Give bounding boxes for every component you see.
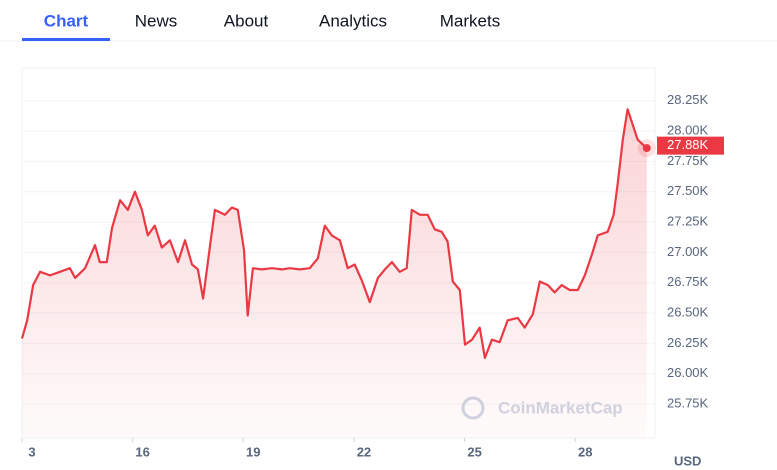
x-tick-label: 16 [135, 444, 149, 459]
x-tick-label: 25 [467, 444, 481, 459]
y-tick-label: 25.75K [667, 395, 709, 410]
x-tick-label: 19 [246, 444, 260, 459]
y-tick-label: 26.75K [667, 274, 709, 289]
tab[interactable]: Chart [44, 11, 89, 30]
price-tag [657, 136, 724, 155]
y-tick-label: 27.75K [667, 153, 709, 168]
x-tick-label: 22 [357, 444, 371, 459]
y-tick-label: 28.25K [667, 92, 709, 107]
tab[interactable]: Markets [440, 11, 500, 30]
y-tick-label: 27.00K [667, 244, 709, 259]
price-area [22, 109, 647, 438]
last-point [642, 144, 651, 153]
currency-label: USD [674, 453, 701, 468]
y-tick-label: 26.50K [667, 304, 709, 319]
tab[interactable]: News [135, 11, 178, 30]
y-tick-label: 26.00K [667, 365, 709, 380]
y-tick-label: 28.00K [667, 123, 709, 138]
price-line [20, 108, 648, 359]
y-tick-label: 27.50K [667, 183, 709, 198]
active-tab-underline [22, 38, 110, 41]
x-tick-label: 28 [578, 444, 592, 459]
tab[interactable]: About [224, 11, 269, 30]
y-tick-label: 27.25K [667, 214, 709, 229]
price-tag-label: 27.88K [667, 137, 709, 152]
y-tick-label: 26.25K [667, 335, 709, 350]
x-tick-label: 3 [28, 444, 35, 459]
tab[interactable]: Analytics [319, 11, 387, 30]
